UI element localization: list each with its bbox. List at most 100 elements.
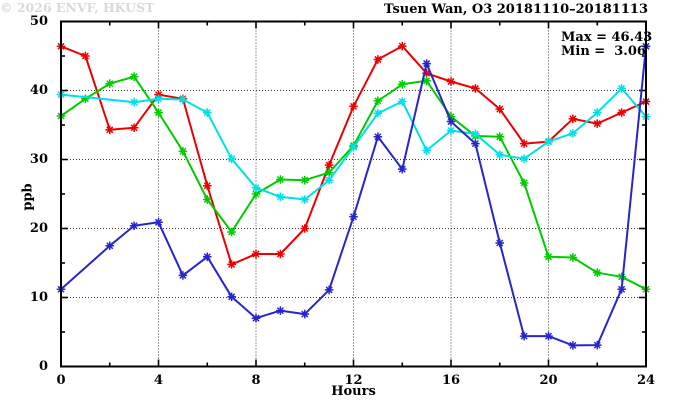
data-point-day-2-green: [178, 146, 188, 156]
data-point-day-1-red: [568, 114, 578, 124]
data-point-day-4-blue: [154, 217, 163, 227]
y-tick-label: 30: [29, 151, 48, 167]
data-point-day-4-blue: [373, 132, 383, 142]
data-point-day-1-red: [105, 125, 115, 135]
data-point-day-3-cyan: [519, 154, 529, 164]
data-point-day-3-cyan: [373, 108, 383, 118]
data-point-day-3-cyan: [544, 137, 553, 146]
data-point-day-1-red: [471, 84, 480, 93]
data-point-day-1-red: [81, 51, 90, 61]
y-tick-label: 40: [29, 82, 48, 98]
data-point-day-2-green: [154, 108, 163, 117]
data-point-day-4-blue: [592, 340, 602, 350]
data-point-day-3-cyan: [349, 142, 358, 152]
data-point-day-1-red: [227, 260, 236, 269]
data-point-day-4-blue: [129, 221, 139, 231]
data-point-day-2-green: [397, 79, 407, 89]
data-point-day-3-cyan: [202, 108, 212, 117]
data-point-day-3-cyan: [324, 175, 334, 185]
data-point-day-1-red: [397, 41, 407, 51]
data-point-day-4-blue: [251, 313, 261, 323]
y-tick-label: 0: [38, 358, 48, 374]
data-point-day-3-cyan: [276, 192, 285, 202]
data-point-day-2-green: [544, 252, 553, 262]
x-tick-label: 8: [251, 373, 261, 388]
data-point-day-1-red: [519, 139, 529, 148]
data-point-day-1-red: [349, 102, 358, 111]
data-point-day-4-blue: [178, 271, 188, 280]
data-point-day-1-red: [324, 160, 334, 170]
data-point-day-4-blue: [568, 341, 578, 350]
data-point-day-4-blue: [519, 331, 529, 341]
max-value-label: Max = 46.43: [561, 30, 653, 45]
data-point-day-1-red: [276, 249, 285, 259]
x-tick-label: 16: [441, 373, 461, 388]
data-point-day-4-blue: [227, 292, 236, 302]
data-point-day-3-cyan: [617, 84, 626, 93]
data-point-day-3-cyan: [471, 129, 480, 139]
data-point-day-3-cyan: [397, 97, 407, 106]
data-point-day-4-blue: [471, 139, 480, 148]
data-point-day-1-red: [422, 68, 431, 78]
data-point-day-1-red: [251, 249, 261, 259]
data-point-day-2-green: [276, 175, 285, 184]
data-point-day-4-blue: [105, 241, 115, 251]
y-tick-label: 50: [29, 13, 48, 29]
x-tick-label: 20: [539, 373, 558, 388]
data-point-day-2-green: [300, 175, 310, 185]
data-point-day-4-blue: [202, 252, 212, 262]
data-point-day-3-cyan: [568, 128, 578, 138]
data-point-day-4-blue: [349, 212, 358, 222]
chart-title: Tsuen Wan, O3 20181110–20181113: [383, 2, 648, 17]
y-axis-label: ppb: [20, 183, 36, 211]
data-point-day-1-red: [617, 108, 626, 117]
data-point-day-3-cyan: [446, 126, 456, 135]
data-point-day-3-cyan: [227, 154, 236, 164]
x-axis-label: Hours: [331, 384, 376, 399]
data-point-day-1-red: [202, 181, 212, 191]
data-point-day-3-cyan: [495, 150, 505, 159]
data-point-day-2-green: [519, 178, 529, 188]
data-point-day-4-blue: [397, 164, 407, 174]
data-point-day-2-green: [129, 72, 139, 81]
x-tick-label: 12: [344, 373, 363, 388]
data-point-day-3-cyan: [129, 97, 139, 107]
data-point-day-3-cyan: [592, 108, 602, 117]
data-point-day-1-red: [446, 77, 456, 86]
data-point-day-4-blue: [617, 284, 626, 294]
x-tick-label: 4: [153, 373, 164, 388]
data-point-day-1-red: [373, 55, 383, 64]
data-point-day-4-blue: [324, 285, 334, 295]
series-line-day-4-blue: [60, 46, 647, 347]
y-tick-label: 10: [29, 289, 48, 305]
data-point-day-4-blue: [422, 59, 431, 68]
data-point-day-2-green: [617, 272, 626, 282]
data-point-day-2-green: [81, 94, 90, 104]
x-tick-label: 24: [636, 373, 656, 388]
data-point-day-1-red: [495, 104, 505, 114]
data-point-day-4-blue: [544, 331, 553, 341]
data-point-day-2-green: [568, 253, 578, 262]
data-point-day-1-red: [592, 119, 602, 128]
data-point-day-2-green: [592, 268, 602, 277]
data-point-day-1-red: [129, 123, 139, 133]
watermark: © 2026 ENVF, HKUST: [0, 0, 155, 15]
data-point-day-2-green: [202, 195, 212, 204]
data-point-day-3-cyan: [154, 94, 163, 104]
min-value-label: Min = 3.06: [561, 44, 646, 59]
data-point-day-4-blue: [300, 309, 310, 319]
stat-block: Max = 46.43 Min = 3.06: [561, 31, 652, 59]
data-point-day-3-cyan: [251, 183, 261, 193]
plot-border: [60, 20, 647, 368]
data-point-day-2-green: [324, 168, 334, 177]
data-point-day-2-green: [373, 96, 383, 106]
y-tick-label: 20: [29, 220, 48, 236]
data-point-day-4-blue: [276, 306, 285, 315]
data-point-day-4-blue: [446, 117, 456, 126]
data-point-day-3-cyan: [178, 95, 188, 104]
data-point-day-4-blue: [495, 238, 505, 248]
data-point-day-2-green: [422, 76, 431, 86]
data-point-day-3-cyan: [422, 146, 431, 155]
